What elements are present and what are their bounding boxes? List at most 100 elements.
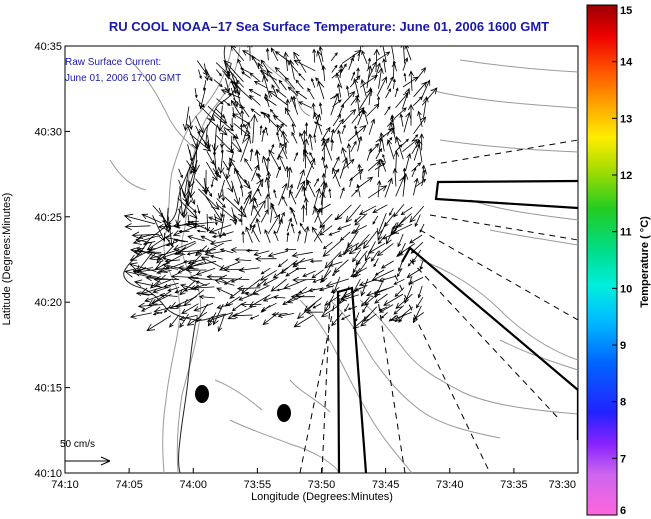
current-vector-arrow xyxy=(241,230,245,243)
x-tick-label: 73:45 xyxy=(372,479,400,491)
current-vector-arrow xyxy=(260,302,277,312)
current-vector-arrow xyxy=(165,241,178,247)
current-vector-arrow xyxy=(332,167,341,188)
current-vector-arrow xyxy=(187,204,197,213)
colorbar-tick-label: 8 xyxy=(620,397,626,409)
current-vector-arrow xyxy=(259,70,278,81)
colorbar-tick-label: 12 xyxy=(620,170,632,182)
current-vector-arrow xyxy=(128,262,157,272)
current-vector-arrow xyxy=(311,269,324,279)
current-vector-arrow xyxy=(197,132,210,150)
current-vector-arrow xyxy=(417,285,423,299)
current-vector-arrow xyxy=(378,275,396,283)
current-vector-arrow xyxy=(393,278,405,285)
current-vector-arrow xyxy=(392,78,396,89)
current-vector-arrow xyxy=(360,78,367,97)
current-vector-arrow xyxy=(419,133,425,151)
current-vector-arrow xyxy=(189,149,194,162)
current-vector-arrow xyxy=(278,79,287,91)
current-vector-arrow xyxy=(253,80,268,89)
current-vector-arrow xyxy=(156,252,178,261)
current-vector-arrow xyxy=(416,138,423,163)
current-vector-arrow xyxy=(392,223,413,234)
current-vector-arrow xyxy=(230,99,242,117)
current-vector-arrow xyxy=(240,279,261,295)
current-vector-arrow xyxy=(350,225,367,234)
current-vector-arrow xyxy=(319,191,326,216)
current-vector-arrow xyxy=(286,166,293,188)
current-vector-arrow xyxy=(275,88,287,98)
current-vector-arrow xyxy=(336,224,351,230)
current-vector-arrow xyxy=(408,103,414,126)
current-vector-arrow xyxy=(330,52,338,62)
current-vector-arrow xyxy=(292,276,316,284)
current-vector-arrow xyxy=(249,178,264,205)
current-vector-arrow xyxy=(298,101,313,109)
current-vector-arrow xyxy=(208,224,232,234)
current-vector-arrow xyxy=(403,111,411,133)
current-vector-arrow xyxy=(161,220,172,224)
current-vector-arrow xyxy=(312,277,324,283)
current-vector-arrow xyxy=(206,161,218,182)
current-vector-arrow xyxy=(231,303,243,312)
current-vector-arrow xyxy=(389,121,397,142)
x-axis-label: Longitude (Degrees:Minutes) xyxy=(251,491,393,503)
current-vector-arrow xyxy=(341,158,355,171)
current-vector-arrow xyxy=(251,223,256,234)
current-vector-arrow xyxy=(392,167,398,187)
current-vector-arrow xyxy=(198,104,216,122)
current-vector-arrow xyxy=(291,258,314,266)
current-vector-arrow xyxy=(362,230,378,250)
current-vector-arrow xyxy=(215,170,222,179)
current-vector-arrow xyxy=(142,241,156,246)
current-vector-arrow xyxy=(320,270,332,284)
current-vector-arrow xyxy=(407,259,414,267)
site-marker-1 xyxy=(195,385,209,403)
current-vector-arrow xyxy=(278,182,288,206)
current-vector-arrow xyxy=(203,177,209,196)
current-vector-arrow xyxy=(383,293,404,306)
current-vector-arrow xyxy=(324,295,335,313)
current-vector-arrow xyxy=(350,94,359,106)
current-vector-arrow xyxy=(247,46,253,61)
current-vector-arrow xyxy=(195,125,200,135)
current-vector-arrow xyxy=(273,230,279,242)
current-vector-arrow xyxy=(240,109,245,124)
current-vector-arrow xyxy=(290,95,299,115)
map-title: RU COOL NOAA–17 Sea Surface Temperature:… xyxy=(109,19,549,34)
bathymetry-contours xyxy=(109,46,578,473)
current-vector-arrow xyxy=(303,197,309,216)
current-vector-arrow xyxy=(295,90,308,100)
scale-arrow xyxy=(65,456,111,466)
current-vector-arrow xyxy=(348,239,368,255)
current-vector-arrow xyxy=(340,63,347,74)
current-vector-arrow xyxy=(312,48,317,63)
current-vector-arrow xyxy=(239,123,244,136)
current-vector-arrow xyxy=(223,59,244,83)
current-vector-arrow xyxy=(341,124,346,135)
current-vector-arrow xyxy=(390,114,396,135)
current-vector-arrow xyxy=(162,262,187,271)
current-vector-arrow xyxy=(290,222,295,234)
current-vector-arrow xyxy=(218,150,225,175)
current-vector-arrow xyxy=(376,160,382,178)
current-vector-arrow xyxy=(290,207,298,225)
current-vector-arrow xyxy=(379,304,394,313)
current-vector-arrow xyxy=(154,279,172,287)
current-vector-arrow xyxy=(194,88,198,99)
x-tick-label: 73:50 xyxy=(308,479,336,491)
current-vector-arrow xyxy=(380,260,394,269)
current-vector-arrow xyxy=(216,287,234,296)
current-vector-arrow xyxy=(256,278,268,288)
current-vector-arrow xyxy=(215,108,226,119)
current-vector-arrow xyxy=(307,287,324,293)
current-vector-arrow xyxy=(276,131,280,142)
current-vector-arrow xyxy=(189,150,197,175)
current-vector-arrow xyxy=(374,293,388,304)
current-vector-arrow xyxy=(321,304,340,318)
current-vector-arrow xyxy=(198,69,202,80)
x-tick-label: 73:40 xyxy=(436,479,464,491)
current-vector-arrow xyxy=(183,259,196,264)
current-vector-arrow xyxy=(203,63,210,82)
